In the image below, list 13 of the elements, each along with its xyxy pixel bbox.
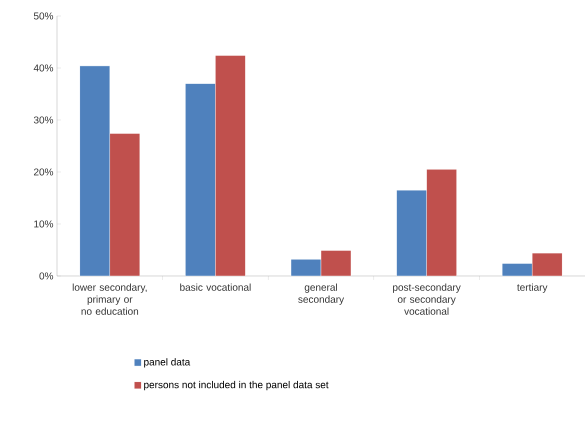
y-tick-label: 50%	[34, 12, 54, 20]
y-tick-label: 10%	[34, 220, 54, 228]
x-tick-label: lower secondary, primary or no education	[72, 284, 147, 315]
x-tick-label: post-secondary or secondary vocational	[393, 284, 461, 315]
y-tick-label: 40%	[34, 64, 54, 72]
x-tick-label: basic vocational	[180, 284, 251, 291]
y-tick-label: 0%	[39, 272, 54, 280]
y-tick-label: 30%	[34, 116, 54, 124]
x-tick-label: general secondary	[298, 284, 344, 305]
x-tick-label: tertiary	[517, 284, 548, 293]
legend-label: persons not included in the panel data set	[144, 380, 329, 390]
y-tick-label: 20%	[34, 168, 54, 176]
legend-label: panel data	[144, 358, 190, 368]
